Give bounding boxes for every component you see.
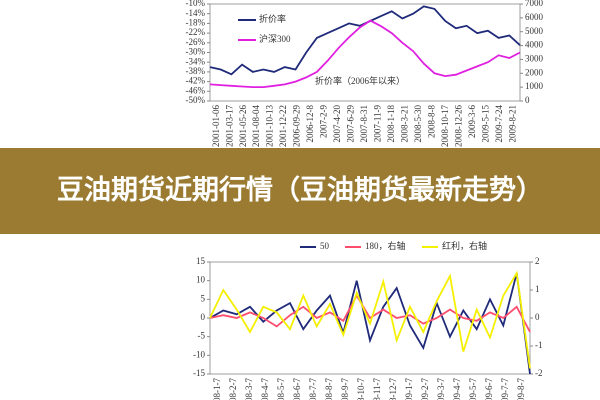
x-tick-label: 2009-4-7: [452, 378, 462, 400]
x-tick-label: 2009-3-6: [467, 105, 477, 138]
y2-tick-label: -2: [535, 368, 543, 378]
y-tick-label: -34%: [186, 56, 206, 66]
x-tick-label: 2001-05-26: [238, 105, 248, 147]
legend-label: 折价率: [259, 13, 286, 24]
y-tick-label: -5: [198, 331, 206, 341]
x-tick-label: 2009-7-24: [494, 105, 504, 143]
y-tick-label: 5: [201, 293, 206, 303]
y-tick-label: -15: [193, 368, 205, 378]
y2-tick-label: 2000: [525, 67, 544, 77]
x-tick-label: 2009-5-15: [480, 105, 490, 143]
series-line: [209, 270, 531, 369]
x-tick-label: 2008-12-26: [453, 105, 463, 147]
legend-label: 红利，右轴: [442, 240, 487, 251]
y-tick-label: -26%: [186, 37, 206, 47]
x-tick-label: 2008-8-7: [324, 378, 334, 400]
y2-tick-label: -1: [535, 340, 543, 350]
legend-label: 沪深300: [259, 33, 291, 44]
x-tick-label: 2009-6-7: [484, 378, 494, 400]
x-tick-label: 2009-7-7: [500, 378, 510, 400]
x-tick-label: 2007-2-9: [319, 105, 329, 138]
y-tick-label: -14%: [186, 8, 206, 18]
annotation: 折价率（2006年以来）: [315, 75, 405, 86]
y2-tick-label: 1: [535, 284, 540, 294]
x-tick-label: 2001-12-22: [278, 105, 288, 147]
x-tick-label: 2007-8-31: [359, 105, 369, 143]
x-tick-label: 2006-12-8: [305, 105, 315, 143]
y-tick-label: -46%: [186, 85, 206, 95]
x-tick-label: 2009-8-21: [507, 105, 517, 143]
legend-label: 180，右轴: [365, 240, 406, 251]
y-tick-label: -30%: [186, 47, 206, 57]
y-tick-label: 10: [196, 275, 206, 285]
x-tick-label: 2008-10-17: [440, 105, 450, 147]
series-line: [209, 19, 521, 88]
x-tick-label: 2007-11-9: [373, 105, 383, 143]
x-tick-label: 2008-3-21: [399, 105, 409, 143]
y2-tick-label: 4000: [525, 40, 544, 50]
banner: 豆油期货近期行情（豆油期货最新走势）: [0, 148, 600, 234]
x-tick-label: 2008-10-7: [356, 378, 366, 400]
y2-tick-label: 0: [535, 312, 540, 322]
x-tick-label: 2008-12-7: [388, 378, 398, 400]
x-tick-label: 2008-4-7: [260, 378, 270, 400]
x-tick-label: 2008-8-8: [426, 105, 436, 138]
y2-tick-label: 5000: [525, 26, 544, 36]
y2-tick-label: 6000: [525, 12, 544, 22]
x-tick-label: 2008-3-7: [244, 378, 254, 400]
x-tick-label: 2008-5-7: [276, 378, 286, 400]
x-tick-label: 2008-9-7: [340, 378, 350, 400]
x-tick-label: 2008-1-7: [212, 378, 222, 400]
series-line: [209, 293, 531, 333]
y-tick-label: -22%: [186, 27, 206, 37]
y-tick-label: -18%: [186, 17, 206, 27]
x-tick-label: 2001-10-13: [265, 105, 275, 147]
x-tick-label: 2008-2-7: [228, 378, 238, 400]
x-tick-label: 2009-8-7: [516, 378, 526, 400]
y2-tick-label: 2: [535, 256, 540, 266]
x-tick-label: 2009-5-7: [468, 378, 478, 400]
x-tick-label: 2007-4-20: [332, 105, 342, 143]
y-tick-label: -50%: [186, 95, 206, 105]
x-tick-label: 2001-01-06: [211, 105, 221, 147]
y2-tick-label: 7000: [525, 0, 544, 8]
banner-title: 豆油期货近期行情（豆油期货最新走势）: [57, 175, 543, 206]
x-tick-label: 2008-11-7: [372, 378, 382, 400]
y-tick-label: 15: [196, 256, 206, 266]
series-line: [209, 272, 531, 375]
x-tick-label: 2007-6-29: [346, 105, 356, 143]
x-tick-label: 2008-5-30: [413, 105, 423, 143]
x-tick-label: 2001-08-04: [251, 105, 261, 147]
x-tick-label: 2009-1-7: [404, 378, 414, 400]
y-tick-label: -42%: [186, 76, 206, 86]
y2-tick-label: 0: [525, 95, 530, 105]
x-tick-label: 2008-7-7: [308, 378, 318, 400]
y2-tick-label: 1000: [525, 81, 544, 91]
x-tick-label: 2009-2-7: [420, 378, 430, 400]
y-tick-label: 0: [201, 312, 206, 322]
y-tick-label: -10: [193, 349, 205, 359]
x-tick-label: 2008-6-7: [292, 378, 302, 400]
x-tick-label: 2009-3-7: [436, 378, 446, 400]
x-tick-label: 2006-09-29: [292, 105, 302, 147]
y2-tick-label: 3000: [525, 53, 544, 63]
legend-label: 50: [320, 241, 330, 251]
x-tick-label: 2001-03-17: [224, 105, 234, 147]
x-tick-label: 2008-1-18: [386, 105, 396, 143]
y-tick-label: -38%: [186, 66, 206, 76]
y-tick-label: -10%: [186, 0, 206, 8]
